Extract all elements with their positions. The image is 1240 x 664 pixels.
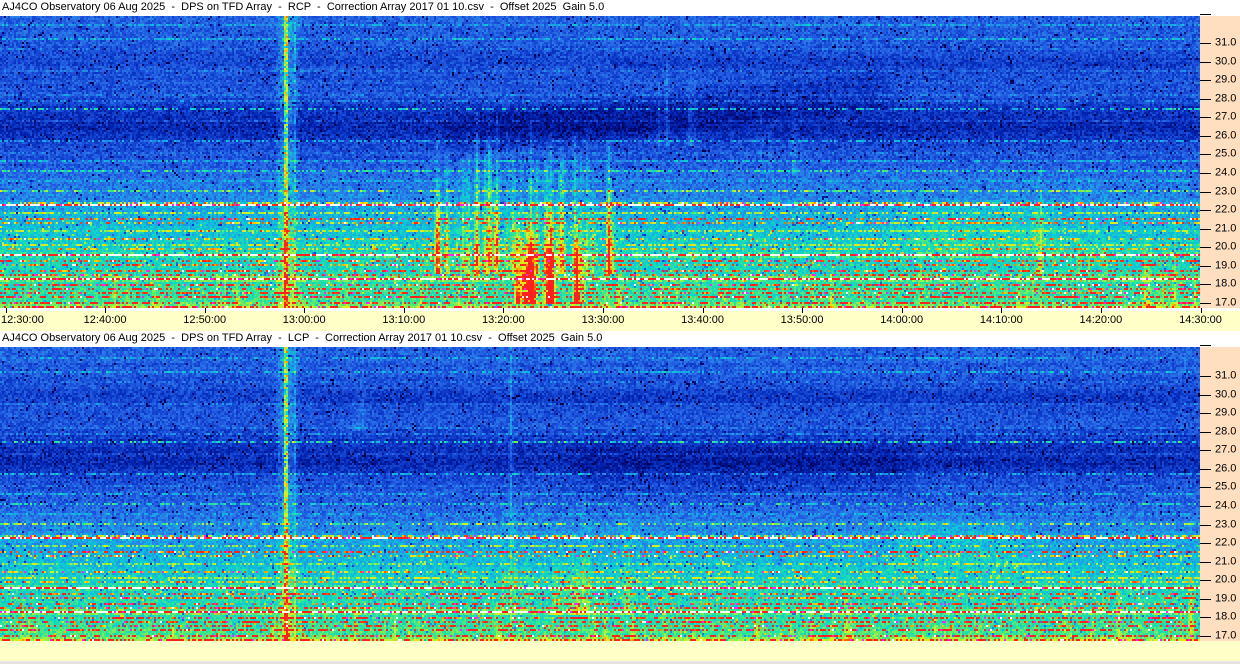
spectrogram-lcp [0, 347, 1200, 641]
freq-tick [1200, 265, 1211, 267]
freq-tick-label: 22.0 [1215, 203, 1237, 216]
time-tick [503, 308, 505, 313]
freq-axis-top-tick [1200, 14, 1211, 15]
freq-tick-label: 23.0 [1215, 185, 1237, 198]
time-axis-bottom [0, 641, 1240, 661]
freq-tick [1200, 468, 1211, 470]
time-tick [901, 308, 903, 313]
freq-tick [1200, 413, 1211, 415]
freq-tick [1200, 394, 1211, 396]
freq-tick-label: 30.0 [1215, 388, 1237, 401]
panel-title-rcp: AJ4CO Observatory 06 Aug 2025 - DPS on T… [0, 0, 1240, 16]
freq-tick [1200, 524, 1211, 526]
freq-tick-label: 28.0 [1215, 425, 1237, 438]
time-tick-label: 14:20:00 [1079, 314, 1123, 326]
panel-title-lcp: AJ4CO Observatory 06 Aug 2025 - DPS on T… [0, 331, 1240, 347]
time-tick [802, 308, 804, 313]
freq-tick [1200, 284, 1211, 286]
freq-tick-label: 20.0 [1215, 240, 1237, 253]
time-tick-label: 13:40:00 [681, 314, 725, 326]
freq-tick-label: 23.0 [1215, 518, 1237, 531]
freq-tick-label: 31.0 [1215, 36, 1237, 49]
time-tick [304, 308, 306, 313]
freq-tick-label: 19.0 [1215, 592, 1237, 605]
freq-tick [1200, 376, 1211, 377]
freq-tick-label: 18.0 [1215, 610, 1237, 623]
time-tick [5, 308, 7, 313]
time-tick-label: 13:00:00 [282, 314, 326, 326]
freq-tick-label: 26.0 [1215, 462, 1237, 475]
time-tick-label: 13:20:00 [481, 314, 525, 326]
time-tick-label: 14:30:00 [1179, 314, 1222, 326]
time-tick-label: 14:00:00 [880, 314, 924, 326]
freq-tick-label: 19.0 [1215, 259, 1237, 272]
freq-tick [1200, 580, 1211, 582]
freq-axis-rcp: 31.0 30.0 29.0 28.0 27.0 26.0 25.0 24.0 23.0 22.0… [1200, 14, 1240, 309]
time-tick [1100, 308, 1102, 313]
freq-tick [1200, 561, 1211, 563]
time-tick [1200, 308, 1202, 313]
freq-tick-label: 28.0 [1215, 92, 1237, 105]
time-tick-label: 12:40:00 [83, 314, 127, 326]
freq-tick [1200, 247, 1211, 249]
freq-tick-label: 24.0 [1215, 166, 1237, 179]
time-tick [702, 308, 704, 313]
freq-tick [1200, 191, 1211, 193]
time-tick [1001, 308, 1003, 313]
freq-tick [1200, 487, 1211, 489]
freq-tick [1200, 617, 1211, 619]
freq-tick-label: 25.0 [1215, 480, 1237, 493]
freq-tick-label: 27.0 [1215, 443, 1237, 456]
freq-tick-label: 30.0 [1215, 55, 1237, 68]
freq-tick-label: 17.0 [1215, 296, 1237, 309]
freq-tick-label: 24.0 [1215, 499, 1237, 512]
freq-tick-label: 17.0 [1215, 629, 1237, 642]
freq-tick [1200, 450, 1211, 452]
time-tick-label: 12:30:00 [1, 314, 44, 326]
freq-tick-label: 18.0 [1215, 277, 1237, 290]
freq-tick-label: 27.0 [1215, 110, 1237, 123]
time-tick [204, 308, 206, 313]
freq-tick [1200, 61, 1211, 63]
freq-tick [1200, 173, 1211, 174]
freq-tick [1200, 506, 1211, 507]
freq-tick [1200, 431, 1211, 433]
time-tick-label: 13:30:00 [581, 314, 625, 326]
freq-axis-top-tick [1200, 345, 1211, 346]
time-axis: 12:30:00 12:40:00 12:50:00 13:00:00 13:10:00… [0, 308, 1240, 331]
freq-tick-label: 22.0 [1215, 536, 1237, 549]
freq-tick [1200, 303, 1211, 304]
time-tick [105, 308, 107, 313]
freq-tick-label: 25.0 [1215, 147, 1237, 160]
freq-tick [1200, 43, 1211, 44]
freq-tick-label: 20.0 [1215, 573, 1237, 586]
freq-tick-label: 21.0 [1215, 555, 1237, 568]
freq-tick-label: 31.0 [1215, 369, 1237, 382]
freq-tick [1200, 98, 1211, 100]
freq-tick-label: 29.0 [1215, 406, 1237, 419]
freq-tick-label: 21.0 [1215, 222, 1237, 235]
freq-tick [1200, 210, 1211, 212]
freq-tick [1200, 80, 1211, 82]
freq-tick-label: 26.0 [1215, 129, 1237, 142]
bottom-window-edge [0, 661, 1240, 664]
time-tick [603, 308, 604, 313]
time-tick [403, 308, 405, 313]
freq-axis-lcp: 31.0 30.0 29.0 28.0 27.0 26.0 25.0 24.0 23.0 22.0… [1200, 345, 1240, 642]
freq-tick [1200, 135, 1211, 137]
freq-tick [1200, 636, 1211, 637]
freq-tick-label: 29.0 [1215, 73, 1237, 86]
freq-tick [1200, 543, 1211, 545]
spectrogram-rcp [0, 16, 1200, 308]
time-tick-label: 13:10:00 [382, 314, 426, 326]
freq-tick [1200, 598, 1211, 600]
time-tick-label: 12:50:00 [183, 314, 227, 326]
freq-tick [1200, 228, 1211, 230]
time-tick-label: 13:50:00 [780, 314, 824, 326]
freq-tick [1200, 117, 1211, 119]
time-tick-label: 14:10:00 [979, 314, 1023, 326]
freq-tick [1200, 154, 1211, 156]
